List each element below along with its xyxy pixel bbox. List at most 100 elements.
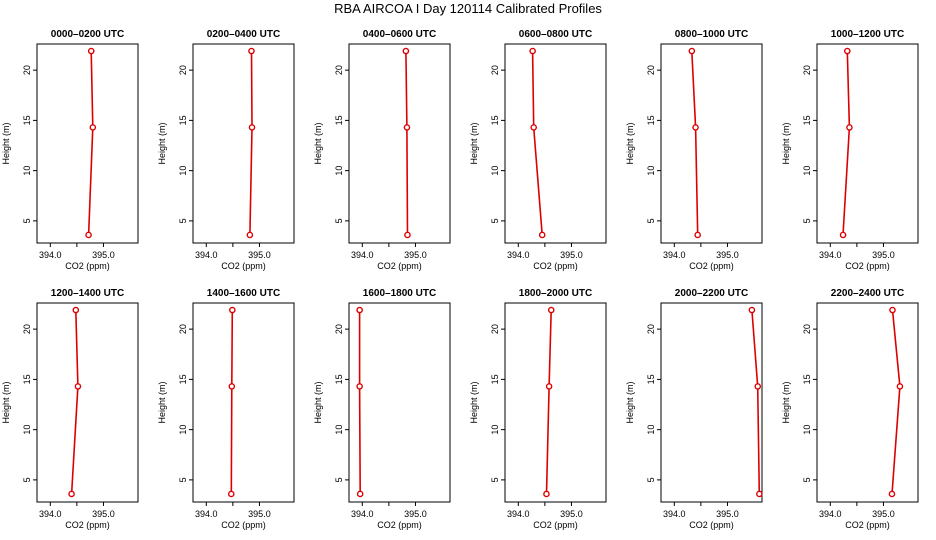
y-tick-label: 20 xyxy=(178,65,188,75)
plot-frame xyxy=(660,302,763,503)
data-point xyxy=(692,124,699,131)
y-tick-label: 10 xyxy=(22,166,32,176)
x-tick-label: 395.0 xyxy=(872,509,895,519)
y-tick-label: 5 xyxy=(802,218,812,223)
x-tick-label: 395.0 xyxy=(716,509,739,519)
panel-title: 1400–1600 UTC xyxy=(207,288,280,299)
y-tick-label: 5 xyxy=(178,477,188,482)
data-point xyxy=(404,231,411,239)
y-tick-label: 5 xyxy=(490,218,500,223)
data-point xyxy=(356,490,364,498)
y-tick-label: 15 xyxy=(802,374,812,384)
data-point xyxy=(846,124,853,131)
x-tick-label: 394.0 xyxy=(195,250,218,260)
x-tick-label: 395.0 xyxy=(248,250,271,260)
x-tick-label: 395.0 xyxy=(92,250,115,260)
data-point xyxy=(248,124,256,131)
panel-title: 1600–1800 UTC xyxy=(363,288,436,299)
x-axis-label: CO2 (ppm) xyxy=(221,520,266,530)
page-title: RBA AIRCOA I Day 120114 Calibrated Profi… xyxy=(334,1,602,16)
y-tick-label: 10 xyxy=(178,166,188,176)
panel-title: 0800–1000 UTC xyxy=(675,29,748,40)
data-point xyxy=(530,124,538,131)
data-point xyxy=(228,383,236,390)
y-axis-label: Height (m) xyxy=(625,381,635,423)
data-point xyxy=(754,383,762,390)
data-point xyxy=(694,231,701,239)
x-tick-label: 395.0 xyxy=(560,250,583,260)
y-tick-label: 20 xyxy=(802,324,812,334)
plot-frame xyxy=(192,302,295,503)
data-point xyxy=(229,306,236,314)
plot-frame xyxy=(660,43,763,244)
y-tick-label: 5 xyxy=(22,477,32,482)
data-point xyxy=(748,306,756,314)
data-point xyxy=(844,47,851,55)
x-tick-label: 394.0 xyxy=(663,250,686,260)
y-tick-label: 15 xyxy=(490,115,500,125)
y-axis-label: Height (m) xyxy=(1,122,11,164)
y-tick-label: 10 xyxy=(334,425,344,435)
plot-frame xyxy=(348,302,451,503)
y-tick-label: 20 xyxy=(334,65,344,75)
data-point xyxy=(896,383,904,390)
panel-title: 2000–2200 UTC xyxy=(675,288,748,299)
x-tick-label: 395.0 xyxy=(872,250,895,260)
x-tick-label: 395.0 xyxy=(560,509,583,519)
y-tick-label: 10 xyxy=(178,425,188,435)
y-tick-label: 5 xyxy=(646,218,656,223)
data-point xyxy=(547,306,555,314)
x-tick-label: 394.0 xyxy=(39,509,62,519)
x-axis-label: CO2 (ppm) xyxy=(377,261,422,271)
x-tick-label: 395.0 xyxy=(248,509,271,519)
x-axis-label: CO2 (ppm) xyxy=(221,261,266,271)
panel-title: 1200–1400 UTC xyxy=(51,288,124,299)
data-point xyxy=(85,231,92,239)
profile-line xyxy=(249,50,253,236)
y-tick-label: 20 xyxy=(22,324,32,334)
data-point xyxy=(545,383,553,390)
y-tick-label: 15 xyxy=(646,115,656,125)
y-tick-label: 15 xyxy=(178,374,188,384)
plot-frame xyxy=(504,302,607,503)
panel-title: 0200–0400 UTC xyxy=(207,29,280,40)
y-tick-label: 5 xyxy=(178,218,188,223)
plot-frame xyxy=(816,302,919,503)
x-axis-label: CO2 (ppm) xyxy=(845,261,890,271)
profile-line xyxy=(70,309,79,495)
panel-title: 1800–2000 UTC xyxy=(519,288,592,299)
x-tick-label: 394.0 xyxy=(39,250,62,260)
data-point xyxy=(888,490,896,498)
x-axis-label: CO2 (ppm) xyxy=(533,261,578,271)
y-axis-label: Height (m) xyxy=(781,122,791,164)
panel-title: 1000–1200 UTC xyxy=(831,29,904,40)
data-point xyxy=(529,47,536,55)
y-tick-label: 5 xyxy=(22,218,32,223)
panel-title: 0400–0600 UTC xyxy=(363,29,436,40)
y-tick-label: 20 xyxy=(646,324,656,334)
panel-title: 0600–0800 UTC xyxy=(519,29,592,40)
x-tick-label: 394.0 xyxy=(507,509,530,519)
profile-line xyxy=(531,50,543,236)
y-tick-label: 5 xyxy=(802,477,812,482)
y-tick-label: 15 xyxy=(334,115,344,125)
data-point xyxy=(356,383,363,390)
x-tick-label: 395.0 xyxy=(92,509,115,519)
y-tick-label: 15 xyxy=(490,374,500,384)
y-tick-label: 10 xyxy=(802,166,812,176)
y-axis-label: Height (m) xyxy=(469,381,479,423)
y-tick-label: 20 xyxy=(490,65,500,75)
x-axis-label: CO2 (ppm) xyxy=(65,261,110,271)
data-point xyxy=(543,490,550,498)
profile-line xyxy=(691,50,699,236)
y-axis-label: Height (m) xyxy=(313,122,323,164)
plot-frame xyxy=(36,302,139,503)
data-point xyxy=(72,306,80,314)
y-tick-label: 15 xyxy=(178,115,188,125)
y-tick-label: 20 xyxy=(334,324,344,334)
y-tick-label: 5 xyxy=(334,477,344,482)
x-tick-label: 395.0 xyxy=(716,250,739,260)
y-tick-label: 20 xyxy=(490,324,500,334)
y-axis-label: Height (m) xyxy=(469,122,479,164)
